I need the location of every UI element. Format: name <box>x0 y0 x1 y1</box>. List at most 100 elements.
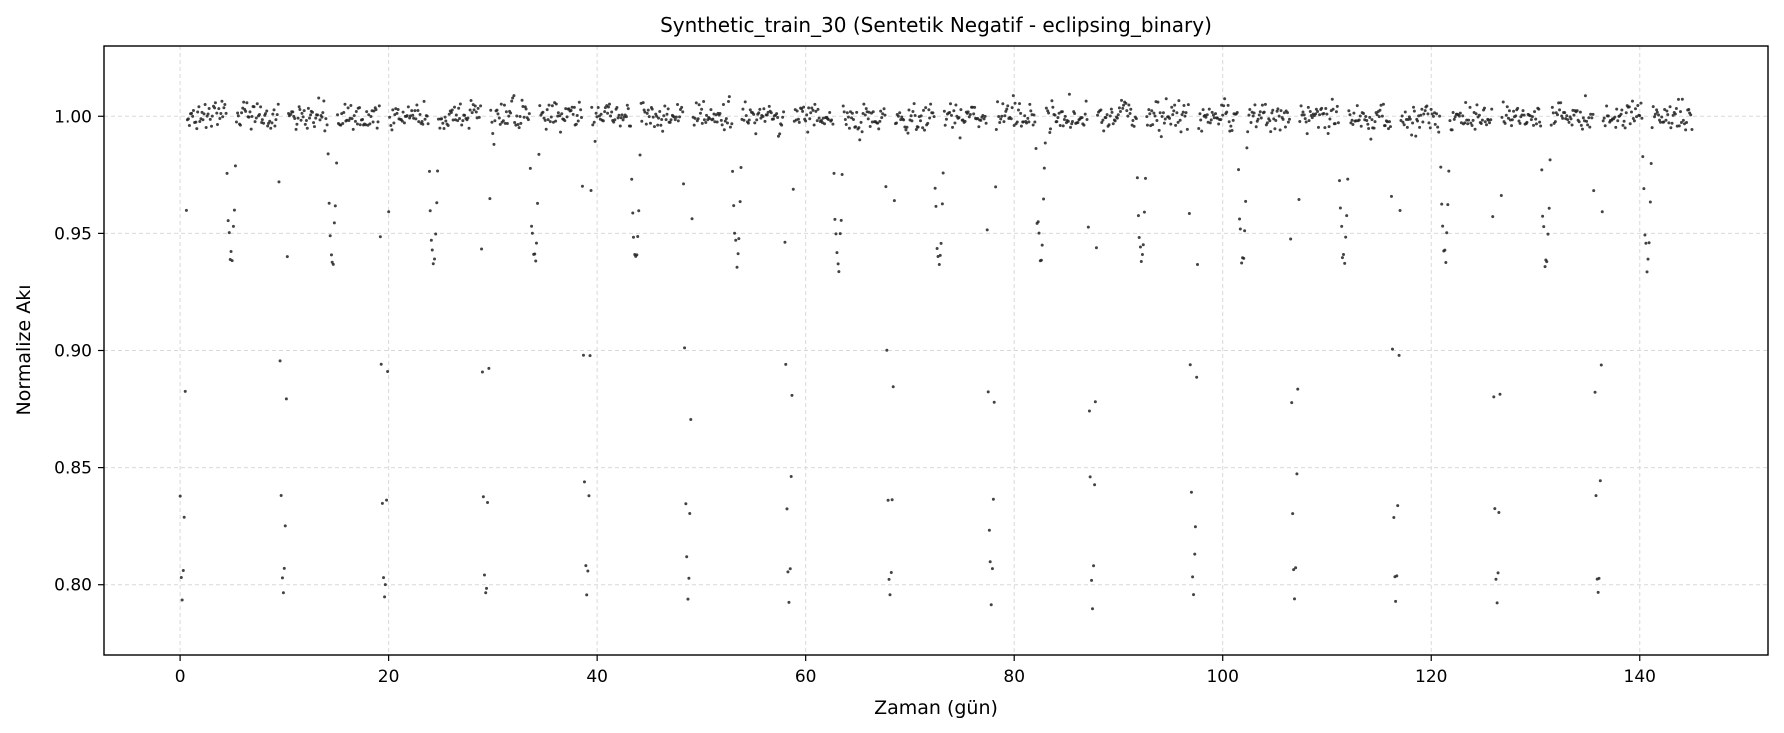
data-point <box>652 125 656 129</box>
data-point <box>1188 363 1192 367</box>
data-point <box>919 119 923 123</box>
data-point <box>1138 245 1142 249</box>
data-point <box>744 114 748 118</box>
data-point <box>743 100 747 104</box>
data-point <box>472 108 476 112</box>
data-point <box>1579 123 1583 127</box>
data-point <box>1464 100 1468 104</box>
data-point <box>433 257 437 261</box>
data-point <box>328 234 332 238</box>
data-point <box>1587 116 1591 120</box>
data-point <box>446 123 450 127</box>
data-point <box>542 116 546 120</box>
data-point <box>1494 577 1498 581</box>
data-point <box>629 124 633 128</box>
data-point <box>1629 110 1633 114</box>
data-point <box>858 138 862 142</box>
data-point <box>425 114 429 118</box>
data-point <box>395 111 399 115</box>
data-point <box>1410 133 1414 137</box>
data-point <box>1480 118 1484 122</box>
data-point <box>1162 121 1166 125</box>
data-point <box>480 370 484 374</box>
data-point <box>700 121 704 125</box>
data-point <box>1331 107 1335 111</box>
y-tick-label: 0.90 <box>54 342 92 362</box>
data-point <box>986 390 990 394</box>
data-point <box>624 115 628 119</box>
data-point <box>493 119 497 123</box>
data-point <box>612 120 616 124</box>
data-point <box>303 122 307 126</box>
data-point <box>1175 111 1179 115</box>
data-point <box>308 116 312 120</box>
data-point <box>190 111 194 115</box>
data-point <box>1193 525 1197 529</box>
data-point <box>215 123 219 127</box>
data-point <box>1540 168 1544 172</box>
data-point <box>776 134 780 138</box>
data-point <box>804 119 808 123</box>
x-tick-label: 60 <box>795 667 817 687</box>
data-point <box>1518 121 1522 125</box>
data-point <box>1516 106 1520 110</box>
data-point <box>353 119 357 123</box>
data-point <box>1195 375 1199 379</box>
data-point <box>569 108 573 112</box>
data-point <box>250 114 254 118</box>
data-point <box>1577 120 1581 124</box>
data-point <box>914 128 918 131</box>
data-point <box>1117 106 1121 110</box>
data-point <box>1115 116 1119 120</box>
data-point <box>1019 111 1023 115</box>
data-point <box>1680 97 1684 101</box>
data-point <box>686 597 690 601</box>
data-point <box>1619 112 1623 116</box>
data-point <box>998 121 1002 125</box>
data-point <box>327 201 331 205</box>
data-point <box>830 118 834 122</box>
data-point <box>709 108 713 112</box>
data-point <box>1235 110 1239 114</box>
data-point <box>1198 112 1202 116</box>
data-point <box>973 105 977 109</box>
data-point <box>351 127 355 131</box>
data-point <box>808 117 812 121</box>
data-point <box>809 111 813 115</box>
data-point <box>683 346 687 350</box>
data-point <box>1521 109 1525 113</box>
data-point <box>1377 115 1381 119</box>
data-point <box>1055 120 1059 124</box>
data-point <box>1139 260 1143 264</box>
data-point <box>1104 116 1108 120</box>
data-point <box>1575 109 1579 113</box>
data-point <box>1655 110 1659 114</box>
data-point <box>1435 112 1439 116</box>
data-point <box>1000 114 1004 118</box>
data-point <box>746 121 750 125</box>
data-point <box>1505 105 1509 109</box>
data-point <box>1648 200 1652 204</box>
data-point <box>1660 115 1664 119</box>
data-point <box>1338 206 1342 210</box>
data-point <box>616 116 620 120</box>
data-point <box>1214 112 1218 116</box>
data-point <box>1042 166 1046 170</box>
data-point <box>732 204 736 208</box>
data-point <box>548 120 552 124</box>
data-point <box>1570 123 1574 127</box>
data-point <box>601 119 605 123</box>
data-point <box>317 96 321 100</box>
data-point <box>352 114 356 118</box>
data-point <box>392 121 396 125</box>
data-point <box>416 108 420 112</box>
data-point <box>1627 105 1631 109</box>
data-point <box>966 110 970 114</box>
data-point <box>996 100 1000 104</box>
data-point <box>1140 253 1144 257</box>
data-point <box>949 113 953 117</box>
data-point <box>1217 122 1221 126</box>
data-point <box>1340 224 1344 228</box>
data-point <box>447 112 451 116</box>
data-point <box>556 111 560 115</box>
